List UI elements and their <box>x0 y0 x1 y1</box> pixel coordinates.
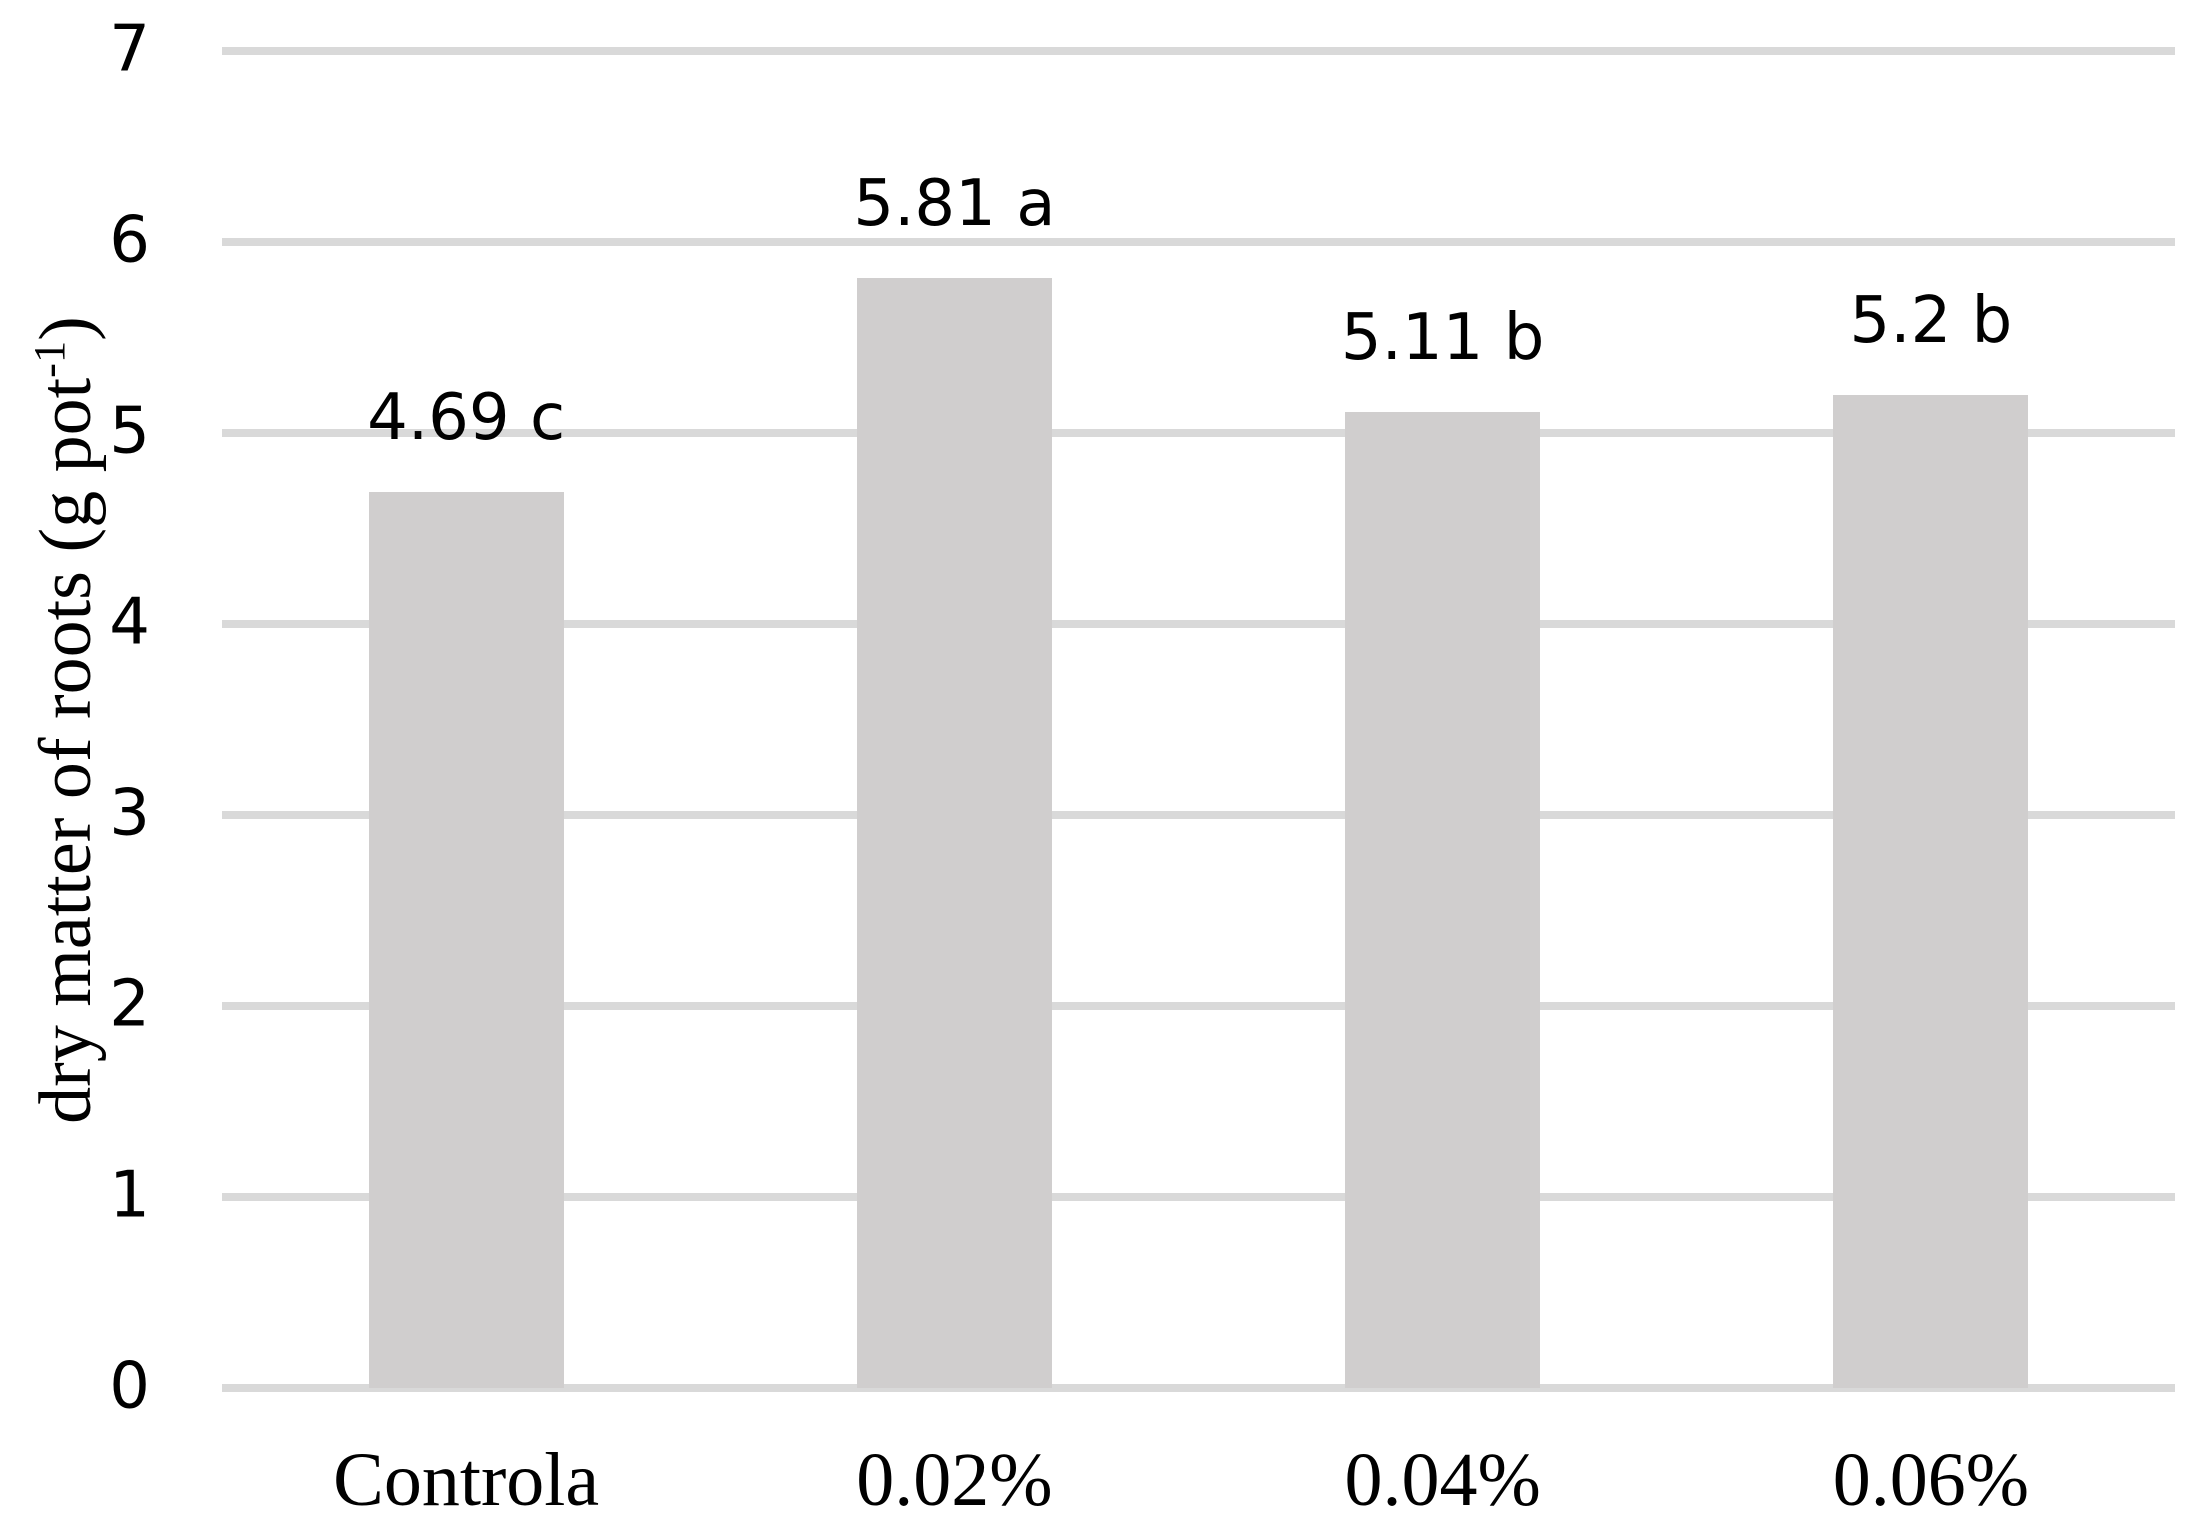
bar-value-label: 5.11 b <box>1340 301 1545 375</box>
plot-area: 4.69 c 5.81 a 5.11 b 5.2 b <box>222 47 2175 1392</box>
y-tick-label: 3 <box>109 776 150 851</box>
y-axis-tick-labels: 0 1 2 3 4 5 6 7 <box>0 0 158 1530</box>
bar-0-06- <box>1833 394 2029 1388</box>
bar-0-04- <box>1345 412 1541 1388</box>
x-axis-category-labels: Controla 0.02% 0.04% 0.06% <box>222 1442 2175 1518</box>
y-tick-label: 2 <box>109 967 150 1042</box>
bar-value-label: 4.69 c <box>367 381 566 456</box>
gridline <box>222 429 2175 437</box>
y-tick-label: 0 <box>109 1349 150 1424</box>
y-tick-label: 4 <box>109 585 150 660</box>
bar-controla <box>368 492 564 1388</box>
x-axis-line <box>222 1384 2175 1392</box>
x-category-label: 0.02% <box>856 1438 1053 1522</box>
bar-value-label: 5.2 b <box>1849 283 2013 358</box>
bar-0-02- <box>856 278 1052 1388</box>
y-tick-label: 5 <box>109 394 150 469</box>
gridline <box>222 47 2175 55</box>
gridline <box>222 1193 2175 1201</box>
x-category-label: Controla <box>333 1438 600 1522</box>
x-category-label: 0.04% <box>1344 1438 1541 1522</box>
gridline <box>222 238 2175 246</box>
x-category-label: 0.06% <box>1832 1438 2030 1522</box>
gridline <box>222 1002 2175 1010</box>
bar-value-label: 5.81 a <box>853 167 1056 242</box>
y-tick-label: 7 <box>109 12 150 87</box>
y-tick-label: 6 <box>109 203 150 278</box>
gridline <box>222 620 2175 628</box>
y-tick-label: 1 <box>109 1158 150 1233</box>
gridline <box>222 811 2175 819</box>
